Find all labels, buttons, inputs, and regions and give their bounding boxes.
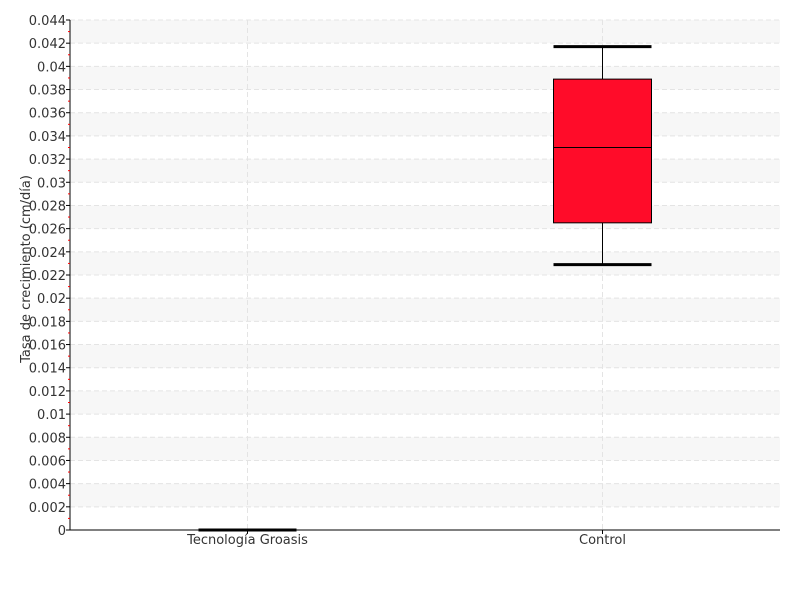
y-tick-label: 0.004 — [29, 478, 66, 493]
y-tick-label: 0.032 — [29, 153, 66, 168]
y-tick-label: 0.008 — [29, 431, 66, 446]
grid-band — [70, 159, 780, 183]
grid-band — [70, 112, 780, 136]
y-tick-label: 0.002 — [29, 501, 66, 516]
y-tick-label: 0.034 — [29, 130, 66, 145]
y-tick-label: 0.016 — [29, 339, 66, 354]
x-tick-label: Control — [579, 533, 626, 548]
x-tick-label: Tecnología Groasis — [186, 533, 308, 548]
grid-band — [70, 66, 780, 90]
y-tick-label: 0.04 — [37, 60, 66, 75]
y-tick-label: 0.014 — [29, 362, 66, 377]
y-tick-label: 0.044 — [29, 14, 66, 29]
y-tick-label: 0 — [58, 524, 66, 539]
grid-band — [70, 390, 780, 415]
grid-band — [70, 344, 780, 368]
y-tick-label: 0.012 — [29, 385, 66, 400]
y-tick-label: 0.01 — [37, 408, 66, 423]
y-tick-label: 0.026 — [29, 223, 66, 238]
y-tick-label: 0.036 — [29, 107, 66, 122]
y-tick-label: 0.042 — [29, 37, 66, 52]
y-tick-label: 0.038 — [29, 84, 66, 99]
grid-band — [70, 20, 780, 44]
y-tick-label: 0.006 — [29, 454, 66, 469]
grid-band — [70, 483, 780, 507]
grid-band — [70, 251, 780, 275]
grid-band — [70, 205, 780, 229]
y-tick-label: 0.018 — [29, 315, 66, 330]
box-body — [553, 78, 652, 224]
y-tick-label: 0.03 — [37, 176, 66, 191]
grid-band — [70, 298, 780, 322]
y-tick-label: 0.022 — [29, 269, 66, 284]
y-axis-label: Tasa de crecimiento (cm/día) — [19, 175, 34, 364]
y-tick-label: 0.024 — [29, 246, 66, 261]
grid-band — [70, 437, 780, 461]
y-tick-label: 0.02 — [37, 292, 66, 307]
y-tick-label: 0.028 — [29, 199, 66, 214]
box-2 — [553, 45, 652, 267]
